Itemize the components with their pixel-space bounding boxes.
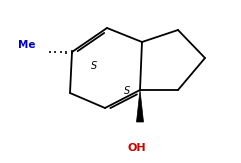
- Text: S: S: [124, 86, 130, 96]
- Polygon shape: [136, 90, 143, 122]
- Text: OH: OH: [128, 143, 146, 153]
- Text: Me: Me: [18, 40, 35, 50]
- Text: S: S: [91, 61, 97, 71]
